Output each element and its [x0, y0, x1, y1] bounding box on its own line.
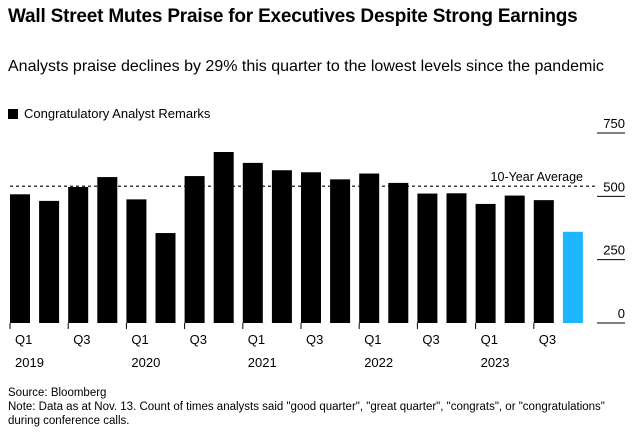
- x-tick-label-quarter: Q1: [131, 332, 148, 347]
- x-tick-label-quarter: Q3: [190, 332, 207, 347]
- bars-group: [10, 152, 583, 323]
- y-tick-label: 750: [603, 116, 625, 131]
- x-tick-label-quarter: Q1: [364, 332, 381, 347]
- bar-q3-2021: [301, 172, 321, 323]
- x-tick-label-year: 2021: [248, 355, 277, 370]
- y-axis: 0 250 500 750: [597, 116, 625, 324]
- source-text: Source: Bloomberg: [8, 387, 107, 399]
- x-tick-label-quarter: Q1: [248, 332, 265, 347]
- x-tick-label-quarter: Q3: [306, 332, 323, 347]
- bar-q3-2019: [68, 186, 89, 323]
- reference-line-label: 10-Year Average: [491, 170, 583, 184]
- x-tick-label-year: 2022: [364, 355, 393, 370]
- bar-q3-2023: [533, 200, 554, 323]
- legend-swatch: [8, 108, 18, 119]
- bar-q4-2022: [446, 193, 467, 323]
- bar-q2-2019: [39, 200, 60, 323]
- bar-q2-2022: [388, 182, 409, 323]
- chart-subtitle: Analysts praise declines by 29% this qua…: [8, 58, 604, 75]
- legend: Congratulatory Analyst Remarks: [8, 106, 210, 121]
- chart-title: Wall Street Mutes Praise for Executives …: [8, 6, 578, 27]
- bar-q4-2023: [562, 231, 583, 323]
- bar-q4-2020: [213, 152, 234, 323]
- bar-q2-2023: [504, 195, 525, 323]
- x-tick-label-quarter: Q1: [481, 332, 498, 347]
- x-tick-label-quarter: Q3: [422, 332, 439, 347]
- bar-q4-2021: [330, 179, 351, 323]
- bar-q4-2019: [97, 177, 118, 323]
- bar-q2-2020: [155, 233, 176, 323]
- bar-q1-2021: [242, 162, 263, 323]
- x-tick-label-quarter: Q1: [15, 332, 32, 347]
- x-tick-label-quarter: Q3: [73, 332, 90, 347]
- bar-q1-2020: [126, 199, 147, 323]
- x-axis: Q1 2019 Q3 Q1 2020 Q3 Q1 2021 Q3 Q1 2022 Q3 Q1 2023 Q3: [9, 323, 556, 370]
- bar-q1-2023: [475, 203, 496, 323]
- y-tick-label: 250: [603, 243, 625, 258]
- bar-q3-2020: [184, 176, 205, 323]
- x-tick-label-year: 2023: [481, 355, 510, 370]
- x-tick-label-year: 2020: [131, 355, 160, 370]
- note-text: Note: Data as at Nov. 13. Count of times…: [8, 401, 609, 427]
- x-tick-label-year: 2019: [15, 355, 44, 370]
- bar-q3-2022: [417, 193, 438, 323]
- bar-q2-2021: [271, 170, 292, 323]
- bar-q1-2022: [359, 173, 380, 323]
- y-tick-label: 0: [618, 306, 625, 321]
- x-tick-label-quarter: Q3: [539, 332, 556, 347]
- footer: Source: Bloomberg Note: Data as at Nov. …: [8, 386, 628, 428]
- bar-q1-2019: [10, 194, 30, 323]
- y-tick-label: 500: [603, 179, 625, 194]
- reference-line-group: 10-Year Average: [10, 170, 597, 187]
- legend-label: Congratulatory Analyst Remarks: [24, 106, 211, 121]
